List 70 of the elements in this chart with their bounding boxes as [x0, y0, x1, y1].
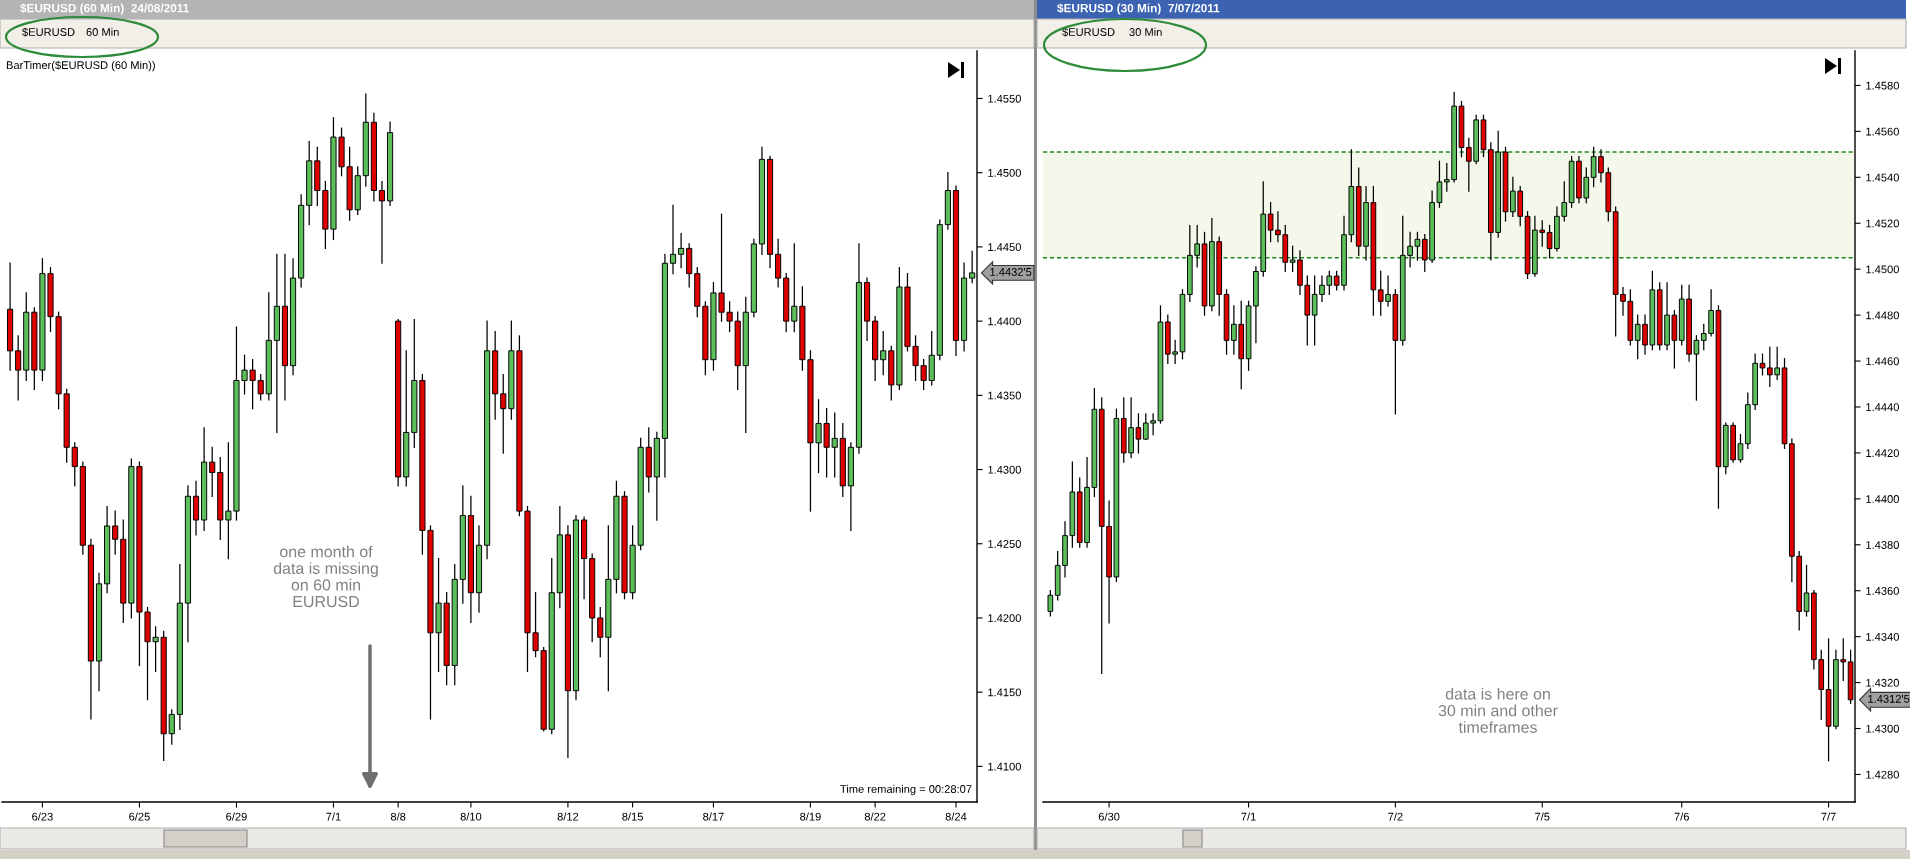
candlestick — [168, 709, 175, 745]
y-tick-label: 1.4480 — [1866, 311, 1899, 320]
y-tick-label: 1.4380 — [1866, 541, 1899, 549]
candlestick — [378, 180, 386, 264]
x-tick-label: 7/6 — [1674, 812, 1689, 821]
chart-title: $EURUSD (60 Min) 24/08/2011 — [20, 3, 189, 15]
x-tick-label: 8/10 — [460, 812, 482, 821]
candlestick — [880, 330, 887, 376]
annotation: one month of data is missing on 60 min EURUSD — [273, 545, 378, 608]
y-tick-label: 1.4280 — [1866, 770, 1899, 779]
y-tick-label: 1.4200 — [988, 614, 1021, 623]
y-tick-label: 1.4440 — [1866, 403, 1899, 412]
y-tick-label: 1.4580 — [1866, 81, 1899, 90]
y-tick-label: 1.4520 — [1866, 219, 1899, 228]
y-tick-label: 1.4150 — [988, 688, 1021, 697]
y-tick-label: 1.4360 — [1866, 586, 1899, 595]
x-tick-label: 7/1 — [326, 812, 341, 821]
x-tick-label: 8/15 — [622, 812, 643, 821]
x-tick-label: 7/2 — [1388, 812, 1403, 821]
text: 1.4432'5 — [990, 268, 1032, 276]
x-tick-label: 8/17 — [703, 812, 724, 821]
annotation: BarTimer($EURUSD (60 Min)) — [6, 60, 155, 72]
y-tick-label: 1.4300 — [1866, 724, 1899, 733]
candlestick — [678, 232, 685, 269]
y-tick-label: 1.4450 — [988, 243, 1021, 252]
x-tick-label: 8/22 — [864, 812, 886, 821]
text: 60 Min — [86, 27, 119, 36]
candlestick — [209, 446, 216, 497]
x-tick-label: 6/23 — [32, 812, 53, 821]
y-tick-label: 1.4350 — [988, 391, 1021, 400]
text: $EURUSD — [22, 27, 75, 37]
candlestick — [192, 480, 200, 536]
x-tick-label: 8/12 — [557, 812, 579, 821]
candlestick — [1047, 590, 1054, 617]
candlestick — [500, 373, 507, 454]
y-tick-label: 1.4400 — [1866, 495, 1899, 503]
text: 1.4312'5 — [1868, 694, 1910, 703]
text: $EURUSD — [1062, 27, 1115, 37]
annotation: data is here on 30 min and other timeframes — [1438, 687, 1558, 733]
candlestick — [15, 335, 22, 401]
candlestick — [71, 442, 78, 487]
candlestick — [775, 238, 782, 288]
text: 30 Min — [1129, 27, 1162, 36]
candlestick — [112, 510, 119, 555]
x-tick-label: 8/8 — [390, 812, 406, 821]
y-tick-label: 1.4320 — [1866, 678, 1899, 687]
y-tick-label: 1.4560 — [1866, 127, 1899, 136]
x-tick-label: 7/1 — [1241, 812, 1256, 821]
x-tick-label: 6/25 — [129, 812, 150, 821]
x-tick-label: 8/24 — [945, 812, 967, 821]
y-tick-label: 1.4500 — [1866, 265, 1899, 274]
y-tick-label: 1.4550 — [988, 94, 1021, 103]
x-tick-label: 7/5 — [1535, 812, 1550, 821]
y-tick-label: 1.4500 — [988, 168, 1021, 177]
y-tick-label: 1.4400 — [988, 317, 1021, 326]
candlestick — [669, 204, 677, 275]
y-tick-label: 1.4540 — [1866, 173, 1899, 182]
x-tick-label: 8/19 — [800, 812, 821, 821]
y-tick-label: 1.4300 — [988, 465, 1021, 474]
annotation: Time remaining = 00:28:07 — [840, 784, 972, 796]
x-tick-label: 6/29 — [226, 812, 247, 821]
y-tick-label: 1.4340 — [1866, 632, 1899, 641]
y-tick-label: 1.4420 — [1866, 449, 1899, 458]
y-tick-label: 1.4250 — [988, 540, 1021, 548]
y-tick-label: 1.4100 — [988, 762, 1021, 771]
chart-title: $EURUSD (30 Min) 7/07/2011 — [1057, 3, 1220, 15]
candlestick — [597, 606, 604, 658]
x-tick-label: 7/7 — [1821, 812, 1836, 821]
y-tick-label: 1.4460 — [1866, 357, 1899, 366]
x-tick-label: 6/30 — [1098, 812, 1120, 821]
